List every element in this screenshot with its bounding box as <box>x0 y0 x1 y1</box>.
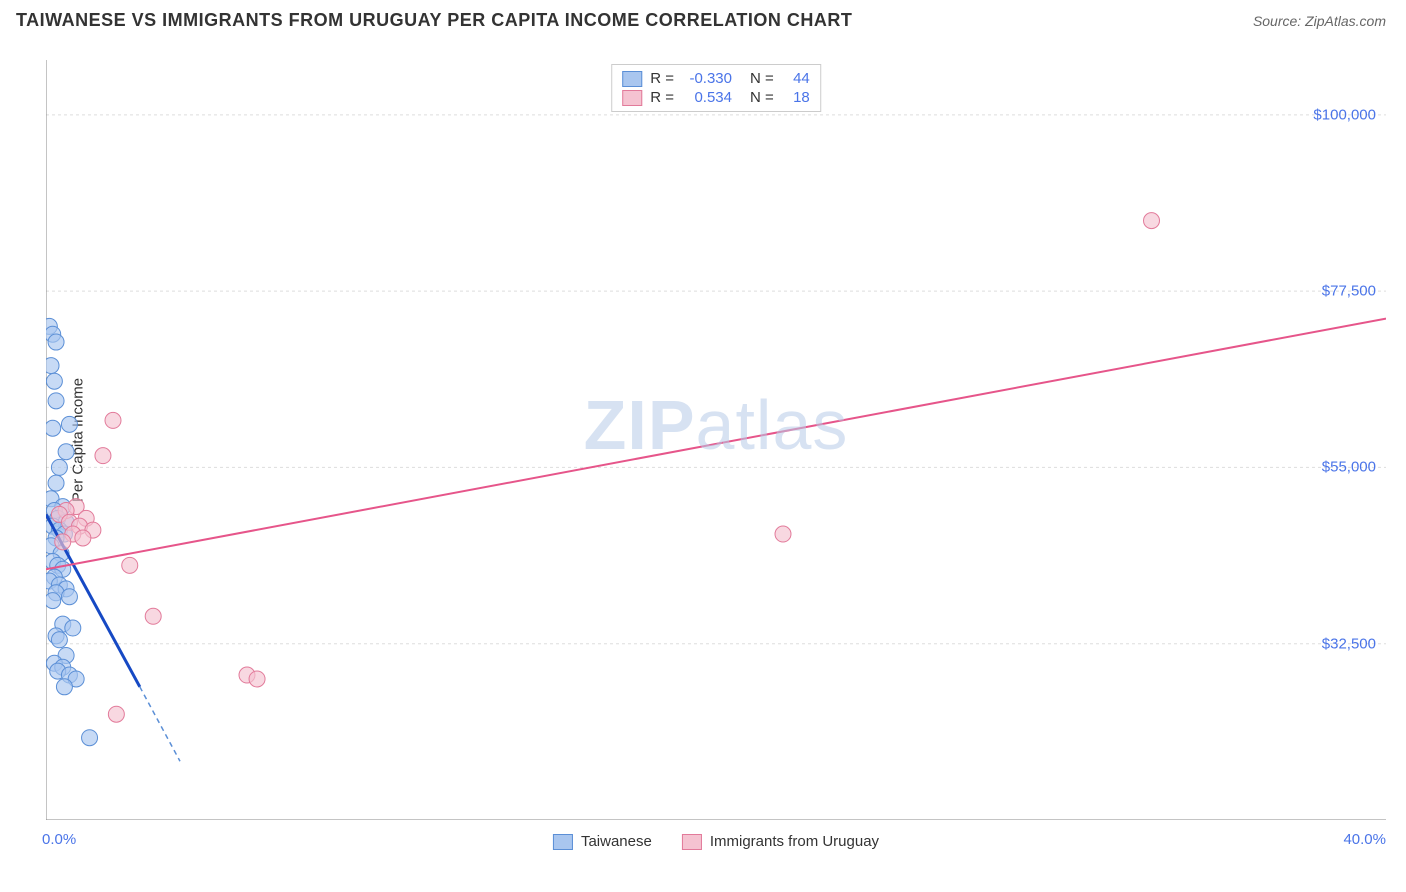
data-point <box>61 416 77 432</box>
data-point <box>48 393 64 409</box>
data-point <box>75 530 91 546</box>
r-value: 0.534 <box>682 89 732 106</box>
source-attribution: Source: ZipAtlas.com <box>1253 13 1386 29</box>
regression-line <box>46 319 1386 570</box>
stats-legend: R = -0.330 N = 44 R = 0.534 N = 18 <box>611 64 821 112</box>
regression-extension <box>140 687 180 761</box>
r-label: R = <box>650 70 674 87</box>
data-point <box>46 593 61 609</box>
y-tick-label: $77,500 <box>1322 283 1376 300</box>
data-point <box>145 608 161 624</box>
legend-item: Immigrants from Uruguay <box>682 833 879 850</box>
r-value: -0.330 <box>682 70 732 87</box>
legend-label: Taiwanese <box>581 833 652 850</box>
legend-swatch <box>622 71 642 87</box>
data-point <box>51 632 67 648</box>
data-point <box>775 526 791 542</box>
data-point <box>249 671 265 687</box>
y-tick-label: $100,000 <box>1313 106 1376 123</box>
data-point <box>82 730 98 746</box>
legend-item: Taiwanese <box>553 833 652 850</box>
chart-title: TAIWANESE VS IMMIGRANTS FROM URUGUAY PER… <box>16 10 852 31</box>
data-point <box>58 444 74 460</box>
data-point <box>56 679 72 695</box>
data-point <box>108 706 124 722</box>
data-point <box>95 448 111 464</box>
y-tick-label: $32,500 <box>1322 635 1376 652</box>
data-point <box>65 620 81 636</box>
data-point <box>46 373 62 389</box>
n-label: N = <box>750 89 774 106</box>
x-axis-min-label: 0.0% <box>42 831 76 848</box>
chart-area: Per Capita Income ZIPatlas R =-0.330N =4… <box>46 60 1386 820</box>
stats-row: R = 0.534 N = 18 <box>622 88 810 107</box>
title-bar: TAIWANESE VS IMMIGRANTS FROM URUGUAY PER… <box>0 0 1406 35</box>
series-legend: Taiwanese Immigrants from Uruguay <box>553 833 879 850</box>
data-point <box>46 420 61 436</box>
stats-row: R = -0.330 N = 44 <box>622 69 810 88</box>
r-label: R = <box>650 89 674 106</box>
legend-swatch <box>682 834 702 850</box>
data-point <box>1144 213 1160 229</box>
data-point <box>105 412 121 428</box>
n-label: N = <box>750 70 774 87</box>
data-point <box>55 534 71 550</box>
scatter-plot <box>46 60 1386 820</box>
n-value: 18 <box>782 89 810 106</box>
y-tick-label: $55,000 <box>1322 459 1376 476</box>
legend-swatch <box>622 90 642 106</box>
legend-swatch <box>553 834 573 850</box>
legend-label: Immigrants from Uruguay <box>710 833 879 850</box>
data-point <box>61 589 77 605</box>
data-point <box>48 475 64 491</box>
data-point <box>46 358 59 374</box>
n-value: 44 <box>782 70 810 87</box>
x-axis-max-label: 40.0% <box>1343 831 1386 848</box>
data-point <box>122 557 138 573</box>
data-point <box>48 334 64 350</box>
data-point <box>51 459 67 475</box>
